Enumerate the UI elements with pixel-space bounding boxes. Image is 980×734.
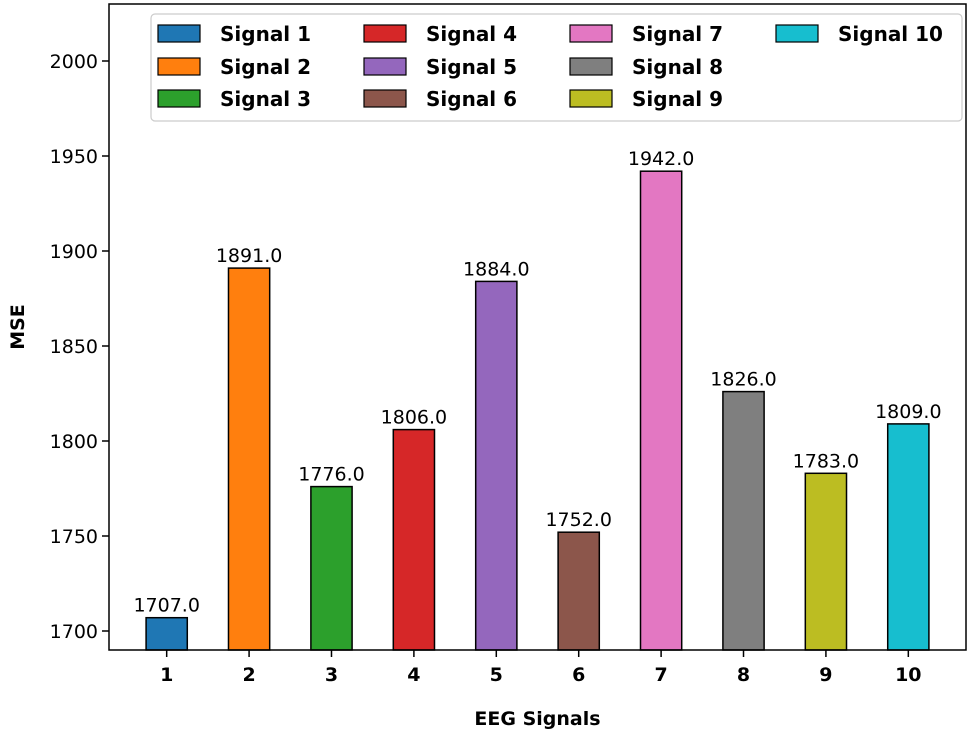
- y-axis-label: MSE: [7, 304, 29, 350]
- bar-value-label: 1806.0: [381, 407, 447, 429]
- legend-swatch-signal-9: [569, 89, 613, 108]
- legend-swatch-signal-10: [775, 24, 819, 43]
- x-axis: 1 2 3 4 5 6 7 8 9 10: [160, 650, 922, 686]
- bar-value-label: 1707.0: [133, 595, 199, 617]
- legend-label-signal-1: Signal 1: [220, 22, 311, 46]
- bar-value-label: 1776.0: [298, 464, 364, 486]
- x-tick-label: 10: [895, 664, 921, 686]
- legend-label-signal-6: Signal 6: [426, 87, 517, 111]
- x-tick-label: 4: [407, 664, 420, 686]
- y-tick-label: 1750: [50, 526, 98, 548]
- x-tick-label: 1: [160, 664, 173, 686]
- bar-value-label: 1809.0: [875, 401, 941, 423]
- y-tick-label: 2000: [50, 51, 98, 73]
- bar-value-label: 1884.0: [463, 258, 529, 280]
- x-axis-label: EEG Signals: [474, 708, 600, 730]
- y-tick-label: 1800: [50, 431, 98, 453]
- bar-value-label: 1942.0: [628, 148, 694, 170]
- y-tick-label: 1950: [50, 146, 98, 168]
- legend-label-signal-8: Signal 8: [632, 55, 723, 79]
- x-tick-label: 2: [242, 664, 255, 686]
- bar-value-label: 1891.0: [216, 245, 282, 267]
- data-labels-group: 1707.0 1891.0 1776.0 1806.0 1884.0 1752.0 1942…: [133, 148, 941, 617]
- bar-signal-10: [886, 423, 930, 651]
- legend-swatch-signal-7: [569, 24, 613, 43]
- bar-value-label: 1752.0: [545, 509, 611, 531]
- bar-signal-3: [310, 485, 353, 651]
- legend-swatch-signal-2: [157, 57, 201, 76]
- x-tick-label: 6: [572, 664, 585, 686]
- legend-label-signal-2: Signal 2: [220, 55, 311, 79]
- bar-signal-4: [392, 428, 436, 651]
- y-axis: 1700 1750 1800 1850 1900 1950 2000: [50, 51, 109, 643]
- bar-value-label: 1826.0: [710, 369, 776, 391]
- legend-label-signal-9: Signal 9: [632, 87, 723, 111]
- bar-signal-8: [722, 390, 765, 651]
- legend-swatch-signal-1: [157, 24, 201, 43]
- x-tick-label: 9: [819, 664, 832, 686]
- bar-value-label: 1783.0: [793, 450, 859, 472]
- y-tick-label: 1850: [50, 336, 98, 358]
- bar-signal-5: [474, 280, 518, 651]
- plot-frame: [108, 3, 967, 651]
- y-tick-label: 1700: [50, 621, 98, 643]
- legend-label-signal-3: Signal 3: [220, 87, 311, 111]
- bars-group: [145, 170, 930, 651]
- x-tick-label: 3: [325, 664, 338, 686]
- legend-box: [150, 13, 963, 122]
- legend-label-signal-5: Signal 5: [426, 55, 517, 79]
- bar-signal-1: [145, 616, 189, 651]
- legend-label-signal-7: Signal 7: [632, 22, 723, 46]
- bar-signal-9: [804, 472, 848, 651]
- legend-swatch-signal-8: [569, 57, 613, 76]
- legend-label-signal-4: Signal 4: [426, 22, 517, 46]
- bar-signal-6: [557, 531, 601, 651]
- bar-signal-7: [639, 170, 683, 651]
- legend-swatch-signal-4: [363, 24, 407, 43]
- bar-signal-2: [227, 267, 271, 651]
- x-tick-label: 7: [654, 664, 667, 686]
- legend-label-signal-10: Signal 10: [838, 22, 943, 46]
- x-tick-label: 5: [490, 664, 503, 686]
- legend: Signal 1 Signal 2 Signal 3 Signal 4 Signal 5…: [150, 13, 963, 122]
- legend-swatch-signal-3: [157, 89, 201, 108]
- legend-swatch-signal-5: [363, 57, 407, 76]
- x-tick-label: 8: [737, 664, 750, 686]
- y-tick-label: 1900: [50, 241, 98, 263]
- legend-swatch-signal-6: [363, 89, 407, 108]
